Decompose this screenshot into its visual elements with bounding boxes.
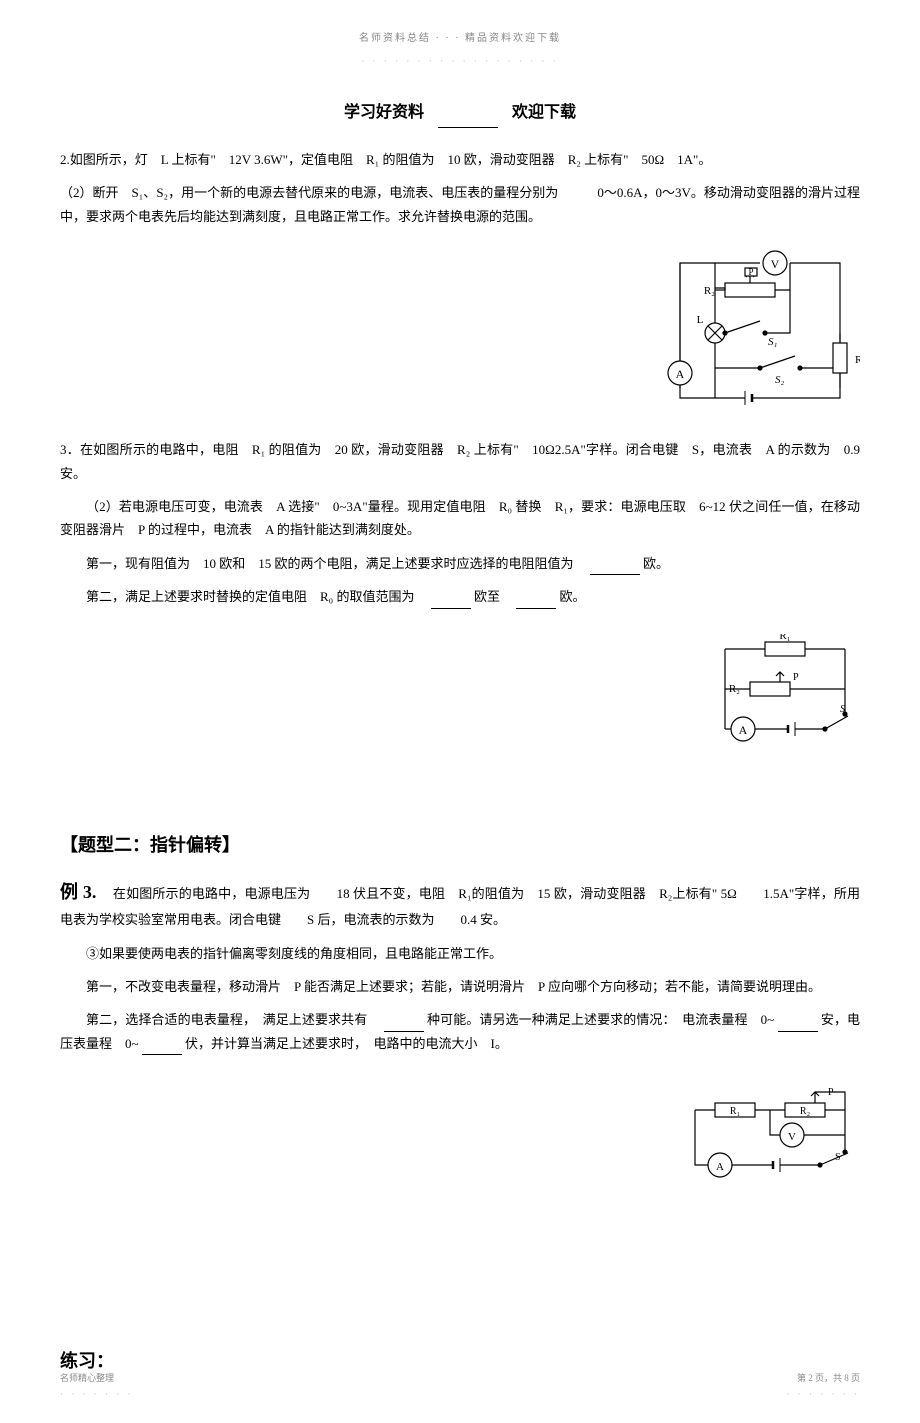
footer-dots-left: · · · · · · · bbox=[60, 1386, 133, 1402]
blank-5 bbox=[778, 1018, 818, 1032]
p3-l4-suffix: 欧。 bbox=[559, 589, 585, 604]
problem2-line2: （2）断开 S₁、S₂，用一个新的电源去替代原来的电源，电流表、电压表的量程分别… bbox=[60, 181, 860, 228]
example3: 例 3. 在如图所示的电路中，电源电压为 18 伏且不变，电阻 R₁的阻值为 1… bbox=[60, 876, 860, 932]
p3-l3-suffix: 欧。 bbox=[643, 556, 669, 571]
ex3-line3: 第一，不改变电表量程，移动滑片 P 能否满足上述要求；若能，请说明滑片 P 应向… bbox=[60, 975, 860, 998]
lamp-label: L bbox=[697, 314, 704, 326]
footer-left: 名师精心整理 bbox=[60, 1370, 133, 1386]
circuit-diagram-3: R₁ R₂ P V S bbox=[680, 1080, 860, 1190]
problem3-line2: （2）若电源电压可变，电流表 A 选接" 0~3A"量程。现用定值电阻 R₀ 替… bbox=[60, 495, 860, 542]
blank-3 bbox=[516, 595, 556, 609]
r1-label-3: R₁ bbox=[730, 1106, 740, 1117]
circuit-diagram-2: R₁ R₂ P S A bbox=[710, 634, 860, 754]
title-right: 欢迎下载 bbox=[512, 104, 576, 121]
ex3-line1: 在如图所示的电路中，电源电压为 18 伏且不变，电阻 R₁的阻值为 15 欧，滑… bbox=[60, 886, 860, 927]
r2-label: R₂ bbox=[704, 285, 715, 297]
r1-label-2: R₁ bbox=[779, 634, 790, 642]
problem3-line4: 第二，满足上述要求时替换的定值电阻 R₀ 的取值范围为 欧至 欧。 bbox=[60, 585, 860, 608]
footer-right: 第 2 页，共 8 页 bbox=[787, 1370, 860, 1386]
problem2-line1: 2.如图所示，灯 L 上标有" 12V 3.6W"，定值电阻 R₁ 的阻值为 1… bbox=[60, 148, 860, 171]
p-label-2: P bbox=[793, 672, 799, 683]
top-header-text: 名师资料总结 · · · 精品资料欢迎下载 bbox=[60, 30, 860, 48]
problem3-line3: 第一，现有阻值为 10 欧和 15 欧的两个电阻，满足上述要求时应选择的电阻阻值… bbox=[60, 552, 860, 575]
r2-label-2: R₂ bbox=[729, 683, 740, 695]
blank-1 bbox=[590, 561, 640, 575]
voltmeter-label-3: V bbox=[788, 1131, 796, 1143]
title-underline bbox=[438, 127, 498, 128]
s-label-3: S bbox=[835, 1152, 841, 1163]
r1-label: R₁ bbox=[855, 354, 860, 366]
section2-title: 【题型二：指针偏转】 bbox=[60, 829, 860, 861]
ex3-line2: ③如果要使两电表的指针偏离零刻度线的角度相同，且电路能正常工作。 bbox=[60, 942, 860, 965]
ex3-l4-p2: 种可能。请另选一种满足上述要求的情况： 电流表量程 0~ bbox=[427, 1012, 774, 1027]
ammeter-label-2: A bbox=[739, 723, 748, 737]
s-label-2: S bbox=[840, 704, 845, 715]
circuit-diagram-1: V R₂ P L bbox=[660, 243, 860, 413]
header-dots: · · · · · · · · · · · · · · · · · · bbox=[60, 53, 860, 69]
example-label: 例 3. bbox=[60, 882, 96, 902]
blank-2 bbox=[431, 595, 471, 609]
ex3-l4-p1: 第二，选择合适的电表量程， 满足上述要求共有 bbox=[86, 1012, 380, 1027]
ex3-line4: 第二，选择合适的电表量程， 满足上述要求共有 种可能。请另选一种满足上述要求的情… bbox=[60, 1008, 860, 1055]
title-left: 学习好资料 bbox=[344, 104, 424, 121]
p3-l3-prefix: 第一，现有阻值为 10 欧和 15 欧的两个电阻，满足上述要求时应选择的电阻阻值… bbox=[86, 556, 587, 571]
blank-6 bbox=[142, 1041, 182, 1055]
p3-l4-mid: 欧至 bbox=[474, 589, 513, 604]
ex3-l4-p4: 伏，并计算当满足上述要求时， 电路中的电流大小 I。 bbox=[185, 1036, 508, 1051]
ammeter-label-1: A bbox=[676, 367, 685, 381]
ammeter-label-3: A bbox=[716, 1161, 724, 1173]
s2-label: S₂ bbox=[775, 374, 785, 386]
problem3-line1: 3．在如图所示的电路中，电阻 R₁ 的阻值为 20 欧，滑动变阻器 R₂ 上标有… bbox=[60, 438, 860, 485]
p3-l4-p1: 第二，满足上述要求时替换的定值电阻 R₀ 的取值范围为 bbox=[86, 589, 427, 604]
voltmeter-label: V bbox=[771, 257, 780, 271]
footer: 名师精心整理 · · · · · · · 第 2 页，共 8 页 · · · ·… bbox=[60, 1370, 860, 1402]
p-label-1: P bbox=[748, 267, 753, 277]
s1-label: S₁ bbox=[768, 336, 778, 348]
main-title: 学习好资料 欢迎下载 bbox=[60, 99, 860, 128]
blank-4 bbox=[384, 1018, 424, 1032]
r2-label-3: R₂ bbox=[800, 1106, 810, 1117]
footer-dots-right: · · · · · · · bbox=[787, 1386, 860, 1402]
